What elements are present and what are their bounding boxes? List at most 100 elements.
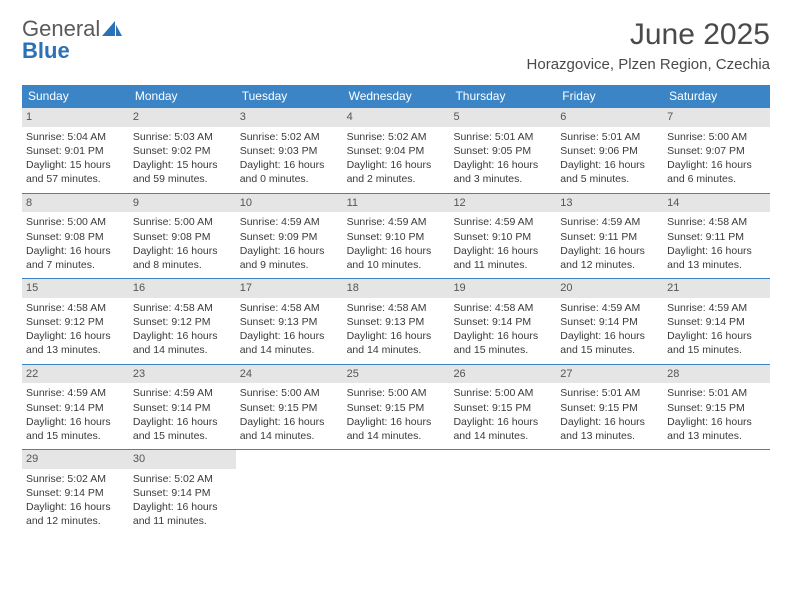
daylight-text-line1: Daylight: 16 hours — [347, 244, 446, 258]
day-number: 24 — [236, 365, 343, 384]
daylight-text-line2: and 13 minutes. — [560, 429, 659, 443]
calendar-day-cell: 1Sunrise: 5:04 AMSunset: 9:01 PMDaylight… — [22, 108, 129, 193]
daylight-text-line1: Daylight: 16 hours — [347, 415, 446, 429]
day-number: 15 — [22, 279, 129, 298]
daylight-text-line2: and 14 minutes. — [133, 343, 232, 357]
day-number: 6 — [556, 108, 663, 127]
day-number: 10 — [236, 194, 343, 213]
sunset-text: Sunset: 9:03 PM — [240, 144, 339, 158]
calendar-day-cell: 17Sunrise: 4:58 AMSunset: 9:13 PMDayligh… — [236, 279, 343, 364]
daylight-text-line2: and 14 minutes. — [240, 343, 339, 357]
daylight-text-line1: Daylight: 16 hours — [453, 158, 552, 172]
day-number: 14 — [663, 194, 770, 213]
calendar-day-cell: 4Sunrise: 5:02 AMSunset: 9:04 PMDaylight… — [343, 108, 450, 193]
calendar-day-cell: 19Sunrise: 4:58 AMSunset: 9:14 PMDayligh… — [449, 279, 556, 364]
day-number: 28 — [663, 365, 770, 384]
daylight-text-line1: Daylight: 16 hours — [133, 415, 232, 429]
calendar-day-cell: 5Sunrise: 5:01 AMSunset: 9:05 PMDaylight… — [449, 108, 556, 193]
sunrise-text: Sunrise: 4:59 AM — [453, 215, 552, 229]
sunset-text: Sunset: 9:14 PM — [26, 486, 125, 500]
sunset-text: Sunset: 9:15 PM — [667, 401, 766, 415]
daylight-text-line1: Daylight: 16 hours — [453, 329, 552, 343]
calendar-day-cell: 12Sunrise: 4:59 AMSunset: 9:10 PMDayligh… — [449, 194, 556, 279]
day-number: 13 — [556, 194, 663, 213]
calendar-day-cell: 3 Sunrise: 5:02 AMSunset: 9:03 PMDaylight… — [236, 108, 343, 193]
daylight-text-line2: and 59 minutes. — [133, 172, 232, 186]
daylight-text-line2: and 6 minutes. — [667, 172, 766, 186]
header: General Blue June 2025 Horazgovice, Plze… — [22, 18, 770, 83]
daylight-text-line1: Daylight: 16 hours — [347, 158, 446, 172]
daylight-text-line2: and 14 minutes. — [453, 429, 552, 443]
calendar-day-cell: 15Sunrise: 4:58 AMSunset: 9:12 PMDayligh… — [22, 279, 129, 364]
sunrise-text: Sunrise: 5:00 AM — [453, 386, 552, 400]
day-number: 18 — [343, 279, 450, 298]
logo: General Blue — [22, 18, 124, 62]
calendar-day-cell: 10Sunrise: 4:59 AMSunset: 9:09 PMDayligh… — [236, 194, 343, 279]
sunset-text: Sunset: 9:01 PM — [26, 144, 125, 158]
calendar-day-cell: 25Sunrise: 5:00 AMSunset: 9:15 PMDayligh… — [343, 365, 450, 450]
daylight-text-line2: and 3 minutes. — [453, 172, 552, 186]
daylight-text-line1: Daylight: 16 hours — [26, 415, 125, 429]
daylight-text-line1: Daylight: 16 hours — [560, 415, 659, 429]
calendar-day-cell: 11Sunrise: 4:59 AMSunset: 9:10 PMDayligh… — [343, 194, 450, 279]
calendar-day-cell: 9Sunrise: 5:00 AMSunset: 9:08 PMDaylight… — [129, 194, 236, 279]
daylight-text-line1: Daylight: 16 hours — [240, 158, 339, 172]
sunrise-text: Sunrise: 5:02 AM — [26, 472, 125, 486]
calendar-day-cell: 21Sunrise: 4:59 AMSunset: 9:14 PMDayligh… — [663, 279, 770, 364]
sunset-text: Sunset: 9:12 PM — [26, 315, 125, 329]
day-number: 3 — [236, 108, 343, 127]
day-number: 21 — [663, 279, 770, 298]
sunset-text: Sunset: 9:14 PM — [667, 315, 766, 329]
daylight-text-line2: and 11 minutes. — [453, 258, 552, 272]
sunset-text: Sunset: 9:07 PM — [667, 144, 766, 158]
logo-word-1: General — [22, 18, 100, 40]
daylight-text-line2: and 15 minutes. — [667, 343, 766, 357]
daylight-text-line1: Daylight: 16 hours — [133, 329, 232, 343]
sunset-text: Sunset: 9:05 PM — [453, 144, 552, 158]
calendar-day-cell: 18Sunrise: 4:58 AMSunset: 9:13 PMDayligh… — [343, 279, 450, 364]
daylight-text-line2: and 10 minutes. — [347, 258, 446, 272]
sunset-text: Sunset: 9:14 PM — [133, 486, 232, 500]
sunrise-text: Sunrise: 4:59 AM — [560, 301, 659, 315]
sunrise-text: Sunrise: 4:58 AM — [240, 301, 339, 315]
sunrise-text: Sunrise: 5:04 AM — [26, 130, 125, 144]
daylight-text-line1: Daylight: 16 hours — [133, 244, 232, 258]
calendar-day-cell — [236, 450, 343, 535]
sunrise-text: Sunrise: 5:02 AM — [133, 472, 232, 486]
calendar-day-cell: 2Sunrise: 5:03 AMSunset: 9:02 PMDaylight… — [129, 108, 236, 193]
day-number: 11 — [343, 194, 450, 213]
sunrise-text: Sunrise: 4:59 AM — [133, 386, 232, 400]
day-number: 16 — [129, 279, 236, 298]
day-number: 25 — [343, 365, 450, 384]
sunrise-text: Sunrise: 5:02 AM — [240, 130, 339, 144]
calendar-day-cell: 28Sunrise: 5:01 AMSunset: 9:15 PMDayligh… — [663, 365, 770, 450]
calendar-day-cell — [663, 450, 770, 535]
weekday-label: Friday — [556, 85, 663, 108]
sunset-text: Sunset: 9:14 PM — [26, 401, 125, 415]
daylight-text-line1: Daylight: 16 hours — [26, 244, 125, 258]
daylight-text-line2: and 13 minutes. — [667, 258, 766, 272]
day-number: 1 — [22, 108, 129, 127]
calendar-day-cell: 14Sunrise: 4:58 AMSunset: 9:11 PMDayligh… — [663, 194, 770, 279]
daylight-text-line1: Daylight: 16 hours — [240, 329, 339, 343]
sunrise-text: Sunrise: 5:00 AM — [133, 215, 232, 229]
calendar-day-cell — [343, 450, 450, 535]
day-number: 20 — [556, 279, 663, 298]
daylight-text-line1: Daylight: 16 hours — [560, 329, 659, 343]
sunrise-text: Sunrise: 5:01 AM — [667, 386, 766, 400]
day-number: 8 — [22, 194, 129, 213]
daylight-text-line1: Daylight: 16 hours — [347, 329, 446, 343]
sunrise-text: Sunrise: 5:00 AM — [26, 215, 125, 229]
day-number: 19 — [449, 279, 556, 298]
day-number: 9 — [129, 194, 236, 213]
daylight-text-line1: Daylight: 16 hours — [560, 244, 659, 258]
sunset-text: Sunset: 9:10 PM — [453, 230, 552, 244]
calendar-day-cell: 16Sunrise: 4:58 AMSunset: 9:12 PMDayligh… — [129, 279, 236, 364]
page-title: June 2025 — [527, 18, 770, 52]
page-subtitle: Horazgovice, Plzen Region, Czechia — [527, 56, 770, 73]
daylight-text-line2: and 15 minutes. — [26, 429, 125, 443]
logo-sail-icon — [102, 21, 124, 37]
calendar-day-cell: 8Sunrise: 5:00 AMSunset: 9:08 PMDaylight… — [22, 194, 129, 279]
sunset-text: Sunset: 9:06 PM — [560, 144, 659, 158]
sunset-text: Sunset: 9:10 PM — [347, 230, 446, 244]
